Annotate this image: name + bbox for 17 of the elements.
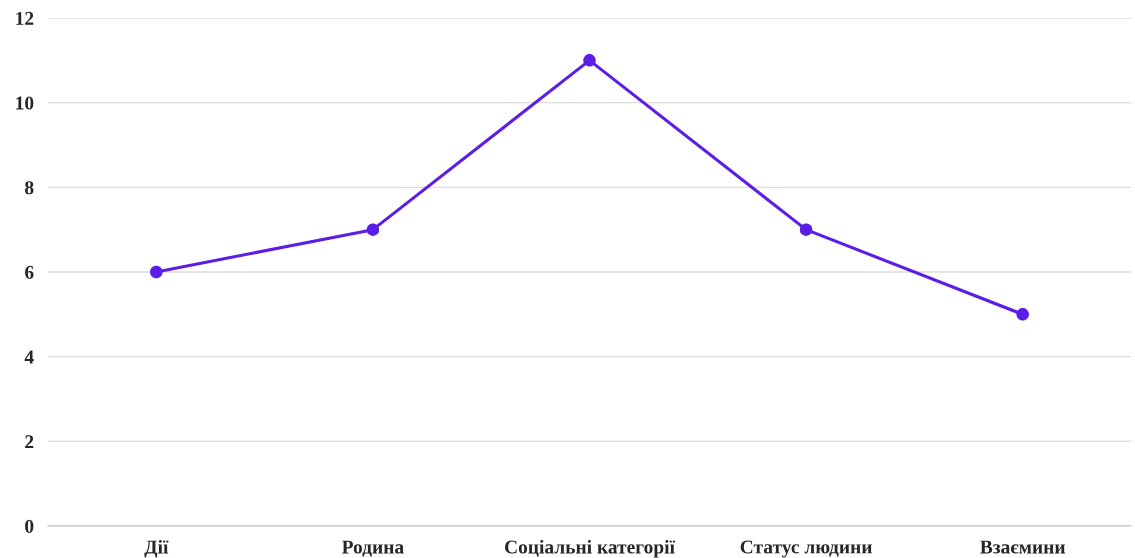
- point: [583, 54, 596, 67]
- y-tick-label: 10: [16, 96, 34, 110]
- y-tick-label: 12: [16, 11, 34, 25]
- y-tick-label: 4: [24, 350, 34, 364]
- y-tick-label: 0: [25, 519, 34, 533]
- y-tick-label: 6: [25, 265, 34, 279]
- x-tick-label: Взаємини: [980, 540, 1066, 554]
- point: [150, 265, 163, 279]
- x-tick-label: Дії: [144, 539, 169, 558]
- x-tick-label: Статус людини: [740, 540, 872, 558]
- x-tick-label: Соціальні категорії: [504, 539, 676, 558]
- y-tick-label: 8: [25, 181, 34, 195]
- point: [799, 223, 813, 236]
- point: [366, 223, 380, 236]
- y-tick-label: 2: [25, 435, 34, 449]
- x-tick-label: Родина: [341, 540, 404, 557]
- point: [1016, 308, 1029, 321]
